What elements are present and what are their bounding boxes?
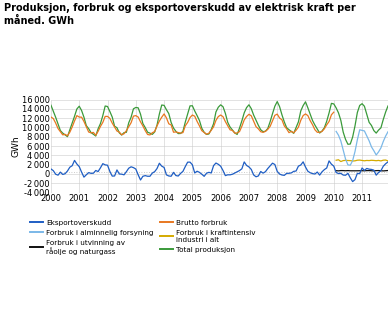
Text: Produksjon, forbruk og eksportoverskudd av elektrisk kraft per
måned. GWh: Produksjon, forbruk og eksportoverskudd … xyxy=(4,3,356,26)
Y-axis label: GWh: GWh xyxy=(11,135,20,157)
Legend: Eksportoverskudd, Forbruk i alminnelig forsyning, Forbruk i utvinning av
råolje : Eksportoverskudd, Forbruk i alminnelig f… xyxy=(27,217,258,257)
